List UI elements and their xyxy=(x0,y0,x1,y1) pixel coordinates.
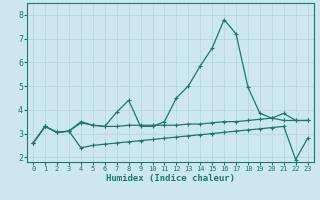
X-axis label: Humidex (Indice chaleur): Humidex (Indice chaleur) xyxy=(106,174,235,183)
